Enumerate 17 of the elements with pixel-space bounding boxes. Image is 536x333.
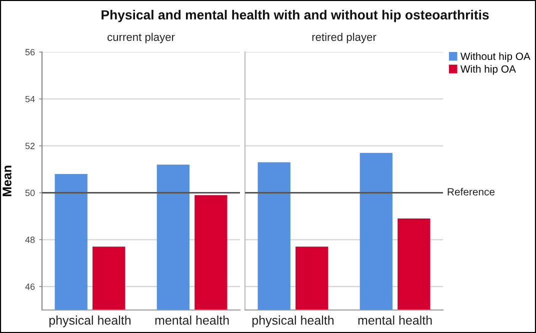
chart-subtitle: retired player (312, 32, 376, 44)
x-tick-label: mental health (155, 316, 229, 325)
legend-label: Without hip OA (460, 52, 530, 62)
y-tick-label: 48 (25, 236, 35, 243)
y-tick-label: 46 (25, 284, 35, 290)
y-tick-label: 52 (25, 142, 35, 150)
x-tick-label: physical health (49, 316, 131, 328)
legend-label: With hip OA (460, 65, 516, 75)
x-tick-label: physical health (252, 316, 334, 328)
y-axis-title: Mean (2, 166, 12, 196)
chart-subtitle: current player (108, 32, 175, 44)
y-tick-label: 54 (25, 96, 35, 102)
y-tick-label: 50 (25, 190, 35, 196)
ref-line-label: Reference (448, 188, 495, 196)
text: Physical and mental health with and without hip osteoarthritis (102, 10, 489, 22)
y-tick-label: 56 (25, 48, 35, 56)
x-tick-label: mental health (358, 316, 432, 325)
